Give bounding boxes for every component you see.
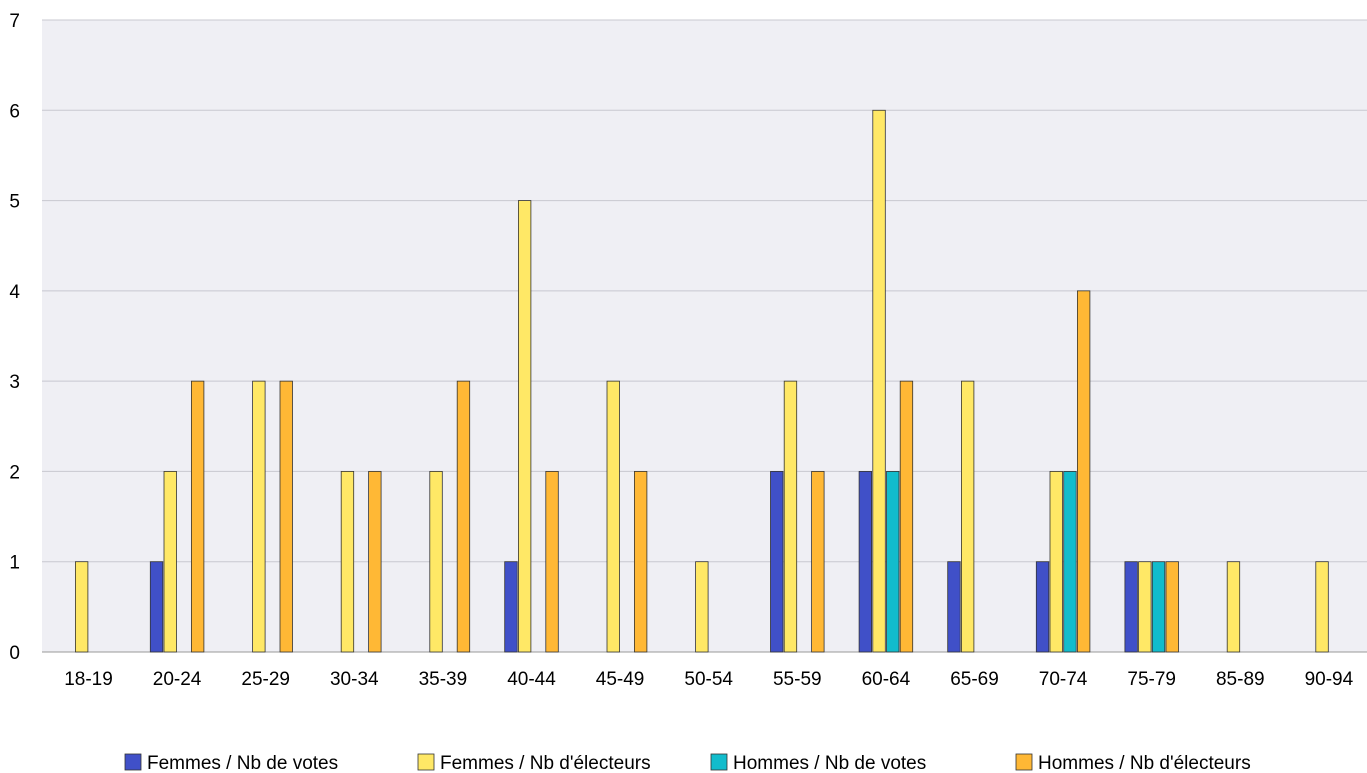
- y-tick-label: 6: [9, 101, 20, 122]
- x-tick-label: 85-89: [1216, 669, 1265, 690]
- bar-40-44-series-0: [504, 561, 518, 653]
- bar-40-44-series-3: [545, 471, 559, 653]
- legend-swatch-0: [124, 753, 142, 771]
- x-tick-label: 18-19: [64, 669, 113, 690]
- x-tick-label: 60-64: [862, 669, 911, 690]
- plot-area: [42, 20, 1367, 652]
- bar-35-39-series-1: [429, 471, 443, 653]
- x-tick-label: 65-69: [950, 669, 999, 690]
- x-tick-label: 35-39: [419, 669, 468, 690]
- bar-55-59-series-0: [770, 471, 784, 653]
- bar-70-74-series-2: [1063, 471, 1077, 653]
- x-tick-label: 45-49: [596, 669, 645, 690]
- bar-85-89-series-1: [1226, 561, 1241, 653]
- bar-45-49-series-1: [606, 380, 620, 653]
- legend-swatch-1: [417, 753, 435, 771]
- bar-20-24-series-0: [149, 561, 164, 653]
- legend-label-0: Femmes / Nb de votes: [147, 753, 338, 773]
- x-tick-label: 40-44: [507, 669, 556, 690]
- bar-50-54-series-1: [695, 561, 709, 653]
- y-tick-label: 3: [9, 372, 20, 393]
- bar-60-64-series-0: [858, 471, 872, 653]
- bars: [75, 109, 1329, 653]
- bar-25-29-series-1: [252, 380, 266, 653]
- bar-18-19-series-1: [75, 561, 89, 653]
- x-tick-label: 25-29: [241, 669, 290, 690]
- x-tick-label: 50-54: [684, 669, 733, 690]
- y-tick-label: 1: [9, 553, 20, 574]
- bar-70-74-series-3: [1077, 290, 1091, 653]
- bar-30-34-series-3: [368, 471, 382, 653]
- bar-75-79-series-3: [1165, 561, 1179, 653]
- y-axis-ticks: 0 1 2 3 4 5 6 7: [9, 11, 20, 664]
- bar-65-69-series-0: [947, 561, 961, 653]
- bar-20-24-series-1: [163, 471, 177, 653]
- bar-65-69-series-1: [961, 380, 975, 653]
- y-tick-label: 2: [9, 462, 20, 483]
- legend-swatch-3: [1015, 753, 1033, 771]
- y-tick-label: 0: [9, 643, 20, 664]
- x-axis-ticks: 18-19 20-24 25-29 30-34 35-39 40-44 45-49 50-54…: [64, 669, 1353, 690]
- bar-70-74-series-1: [1049, 471, 1063, 653]
- bar-60-64-series-1: [872, 109, 886, 653]
- bar-75-79-series-0: [1124, 561, 1138, 653]
- bar-75-79-series-2: [1151, 561, 1166, 653]
- bar-90-94-series-1: [1315, 561, 1329, 653]
- bar-55-59-series-3: [811, 471, 825, 653]
- legend-label-3: Hommes / Nb d'électeurs: [1038, 753, 1251, 773]
- bar-35-39-series-3: [456, 380, 471, 653]
- bar-45-49-series-3: [634, 471, 648, 653]
- bar-20-24-series-3: [190, 380, 205, 653]
- bar-30-34-series-1: [340, 471, 355, 653]
- bar-60-64-series-3: [899, 380, 914, 653]
- y-tick-label: 7: [9, 11, 20, 32]
- bar-40-44-series-1: [518, 200, 532, 653]
- x-tick-label: 70-74: [1039, 669, 1088, 690]
- x-tick-label: 90-94: [1305, 669, 1354, 690]
- y-tick-label: 4: [9, 282, 20, 303]
- bar-55-59-series-1: [783, 380, 798, 653]
- bar-25-29-series-3: [279, 380, 293, 653]
- bar-75-79-series-1: [1138, 561, 1152, 653]
- bar-70-74-series-0: [1035, 561, 1050, 653]
- x-tick-label: 75-79: [1127, 669, 1176, 690]
- legend-label-1: Femmes / Nb d'électeurs: [440, 753, 651, 773]
- x-tick-label: 30-34: [330, 669, 379, 690]
- y-tick-label: 5: [9, 192, 20, 213]
- legend-swatch-2: [710, 753, 728, 771]
- legend-label-2: Hommes / Nb de votes: [733, 753, 926, 773]
- legend: Femmes / Nb de votes Femmes / Nb d'électe…: [124, 753, 1251, 773]
- bar-60-64-series-2: [886, 471, 900, 653]
- x-tick-label: 55-59: [773, 669, 822, 690]
- x-tick-label: 20-24: [153, 669, 202, 690]
